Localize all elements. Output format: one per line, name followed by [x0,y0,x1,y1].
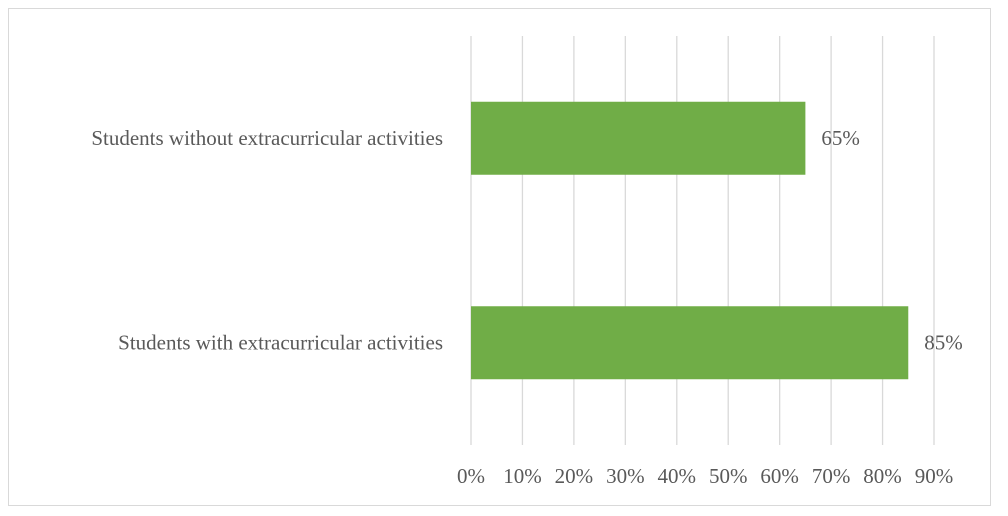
x-tick-label: 80% [863,464,902,488]
chart-border [8,8,991,506]
x-tick-label: 20% [555,464,594,488]
y-tick-label: Students with extracurricular activities [118,331,443,355]
data-label: 85% [924,331,963,355]
x-tick-label: 70% [812,464,851,488]
data-label: 65% [821,126,860,150]
x-tick-label: 0% [457,464,485,488]
y-tick-label: Students without extracurricular activit… [91,126,443,150]
x-tick-label: 30% [606,464,645,488]
x-tick-label: 10% [503,464,542,488]
x-tick-label: 90% [915,464,954,488]
bar [471,306,909,380]
bar [471,101,806,175]
x-tick-label: 60% [760,464,799,488]
x-tick-label: 50% [709,464,748,488]
x-tick-label: 40% [658,464,697,488]
